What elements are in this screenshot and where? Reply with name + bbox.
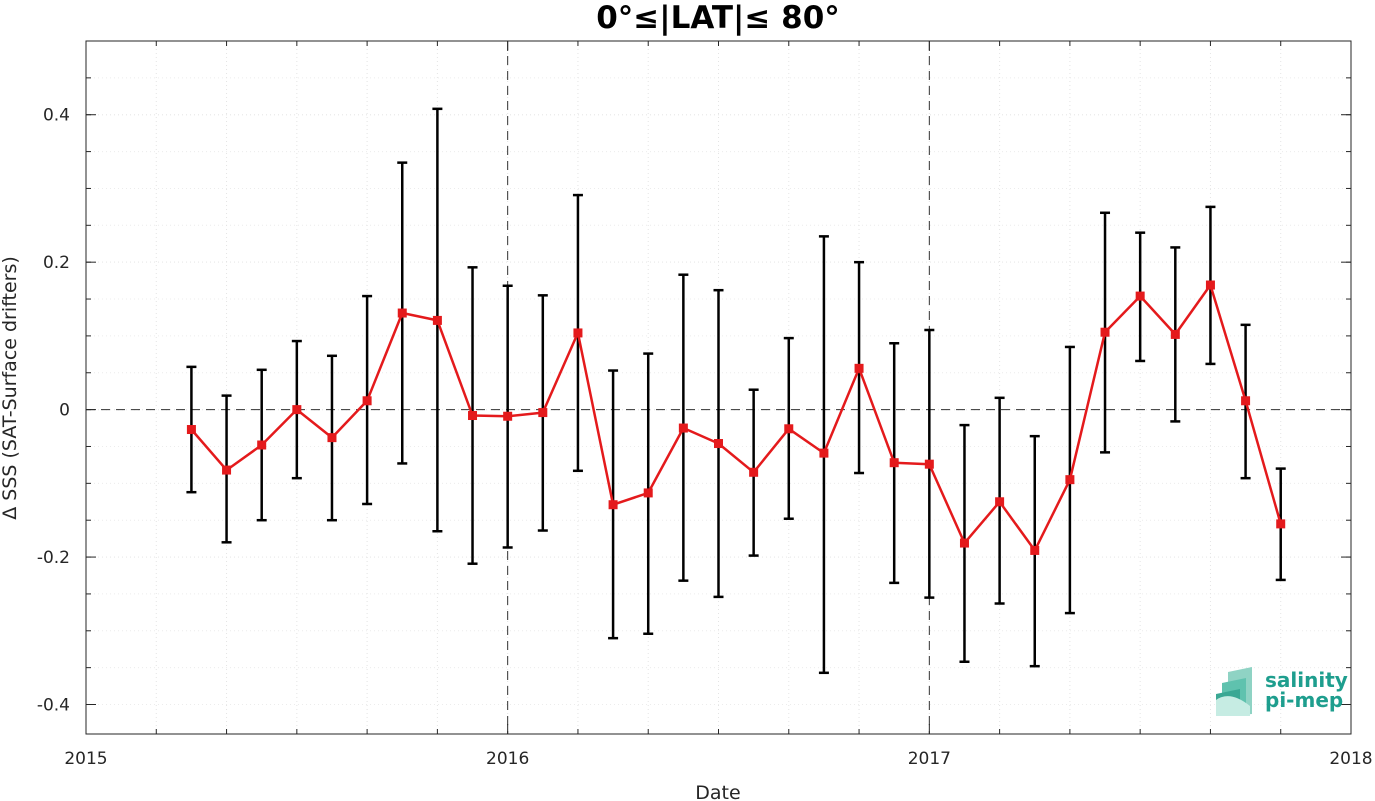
data-point bbox=[678, 423, 688, 433]
data-point bbox=[995, 497, 1005, 507]
data-point bbox=[1170, 329, 1180, 339]
series-markers bbox=[186, 280, 1286, 555]
data-point bbox=[889, 458, 899, 468]
series-line bbox=[190, 283, 1282, 552]
data-point bbox=[749, 467, 759, 477]
series-line-path bbox=[190, 283, 1282, 552]
x-axis-title: Date bbox=[695, 782, 740, 801]
logo-icon bbox=[1216, 667, 1252, 716]
data-point bbox=[714, 439, 723, 449]
data-point bbox=[257, 440, 267, 450]
data-point bbox=[608, 500, 618, 510]
data-point bbox=[432, 315, 442, 325]
data-point bbox=[397, 308, 407, 318]
x-tick-label: 2016 bbox=[486, 749, 529, 769]
y-axis-title: Δ SSS (SAT-Surface drifters) bbox=[0, 256, 21, 520]
data-point bbox=[327, 433, 337, 443]
data-point bbox=[1100, 327, 1110, 337]
chart-title: 0°≤|LAT|≤ 80° bbox=[596, 0, 840, 36]
data-point bbox=[924, 459, 934, 469]
data-point bbox=[1065, 475, 1075, 485]
x-tick-label: 2018 bbox=[1329, 749, 1372, 769]
logo-text-line1: salinity bbox=[1265, 668, 1348, 692]
x-tick-label: 2015 bbox=[64, 749, 107, 769]
data-point bbox=[854, 363, 864, 373]
data-point bbox=[1276, 519, 1286, 529]
data-point bbox=[1135, 291, 1145, 301]
data-point bbox=[222, 465, 232, 475]
logo-text-line2: pi-mep bbox=[1265, 688, 1343, 712]
y-tick-label: 0.4 bbox=[43, 106, 70, 126]
data-point bbox=[186, 425, 196, 435]
data-point bbox=[784, 424, 794, 434]
data-point bbox=[1030, 545, 1040, 555]
data-point bbox=[573, 328, 583, 338]
data-point bbox=[362, 396, 372, 406]
y-tick-label: 0.2 bbox=[43, 253, 70, 273]
x-tick-label: 2017 bbox=[908, 749, 951, 769]
y-tick-label: -0.4 bbox=[37, 696, 70, 716]
axis-ticks bbox=[85, 40, 1352, 734]
data-point bbox=[819, 448, 829, 458]
data-point bbox=[468, 411, 478, 421]
data-point bbox=[643, 488, 653, 498]
data-point bbox=[292, 405, 302, 415]
y-tick-label: 0 bbox=[59, 401, 70, 421]
data-point bbox=[1205, 280, 1215, 290]
data-point bbox=[1241, 396, 1251, 406]
data-point bbox=[538, 408, 548, 418]
tick-labels: -0.4 -0.2 0 0.2 0.4 2015 2016 2017 2018 bbox=[37, 106, 1373, 769]
y-tick-label: -0.2 bbox=[37, 548, 70, 568]
data-point bbox=[959, 538, 969, 548]
salinity-pi-mep-logo: salinity pi-mep bbox=[1216, 667, 1348, 716]
data-point bbox=[503, 411, 513, 421]
